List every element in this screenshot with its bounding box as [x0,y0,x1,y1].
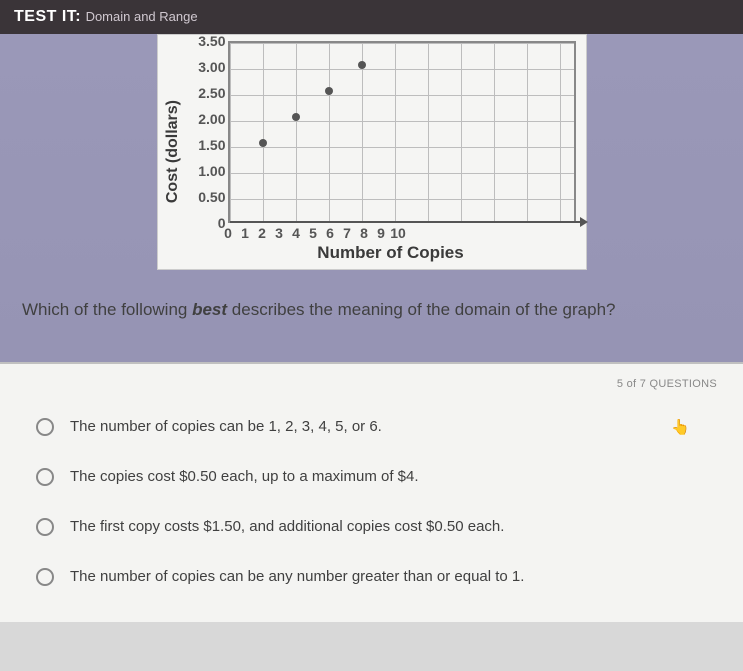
y-tick: 1.50 [182,137,226,153]
answer-text: The first copy costs $1.50, and addition… [70,518,504,535]
answer-text: The number of copies can be any number g… [70,568,524,585]
data-point [292,113,300,121]
data-point [259,139,267,147]
x-axis-arrow-icon [580,217,588,227]
cursor-icon: 👆 [671,418,685,436]
radio-icon[interactable] [36,468,54,486]
chart-container: Cost (dollars) 3.50 3.00 2.50 2.00 1.50 … [157,34,587,270]
header-subtitle: Domain and Range [86,9,198,24]
x-ticks: 0 1 2 3 4 5 6 7 8 9 10 [228,223,576,241]
chart-grid: 3.50 3.00 2.50 2.00 1.50 1.00 0.50 0 [228,41,576,223]
y-ticks: 3.50 3.00 2.50 2.00 1.50 1.00 0.50 0 [182,33,226,231]
question-emphasis: best [192,300,227,319]
y-tick: 2.00 [182,111,226,127]
answer-text: The number of copies can be 1, 2, 3, 4, … [70,418,382,435]
radio-icon[interactable] [36,518,54,536]
answer-option[interactable]: The number of copies can be any number g… [36,552,725,602]
y-tick: 3.00 [182,59,226,75]
question-top-section: Cost (dollars) 3.50 3.00 2.50 2.00 1.50 … [0,34,743,362]
answer-option[interactable]: The copies cost $0.50 each, up to a maxi… [36,452,725,502]
answer-text: The copies cost $0.50 each, up to a maxi… [70,468,419,485]
y-tick: 2.50 [182,85,226,101]
x-axis-label: Number of Copies [206,243,576,263]
question-counter: 5 of 7 QUESTIONS [36,374,725,402]
y-tick: 1.00 [182,163,226,179]
question-pre: Which of the following [22,300,192,319]
question-text: Which of the following best describes th… [0,270,743,340]
header-bar: TEST IT: Domain and Range [0,0,743,34]
y-tick: 0.50 [182,189,226,205]
header-title: TEST IT: [14,8,81,25]
answer-option[interactable]: The number of copies can be 1, 2, 3, 4, … [36,402,725,452]
data-point [325,87,333,95]
question-post: describes the meaning of the domain of t… [227,300,615,319]
radio-icon[interactable] [36,568,54,586]
y-tick: 0 [182,215,226,231]
y-tick: 3.50 [182,33,226,49]
answer-option[interactable]: The first copy costs $1.50, and addition… [36,502,725,552]
data-point [358,61,366,69]
x-tick: 10 [382,225,415,241]
radio-icon[interactable] [36,418,54,436]
answers-panel: 5 of 7 QUESTIONS The number of copies ca… [0,362,743,622]
